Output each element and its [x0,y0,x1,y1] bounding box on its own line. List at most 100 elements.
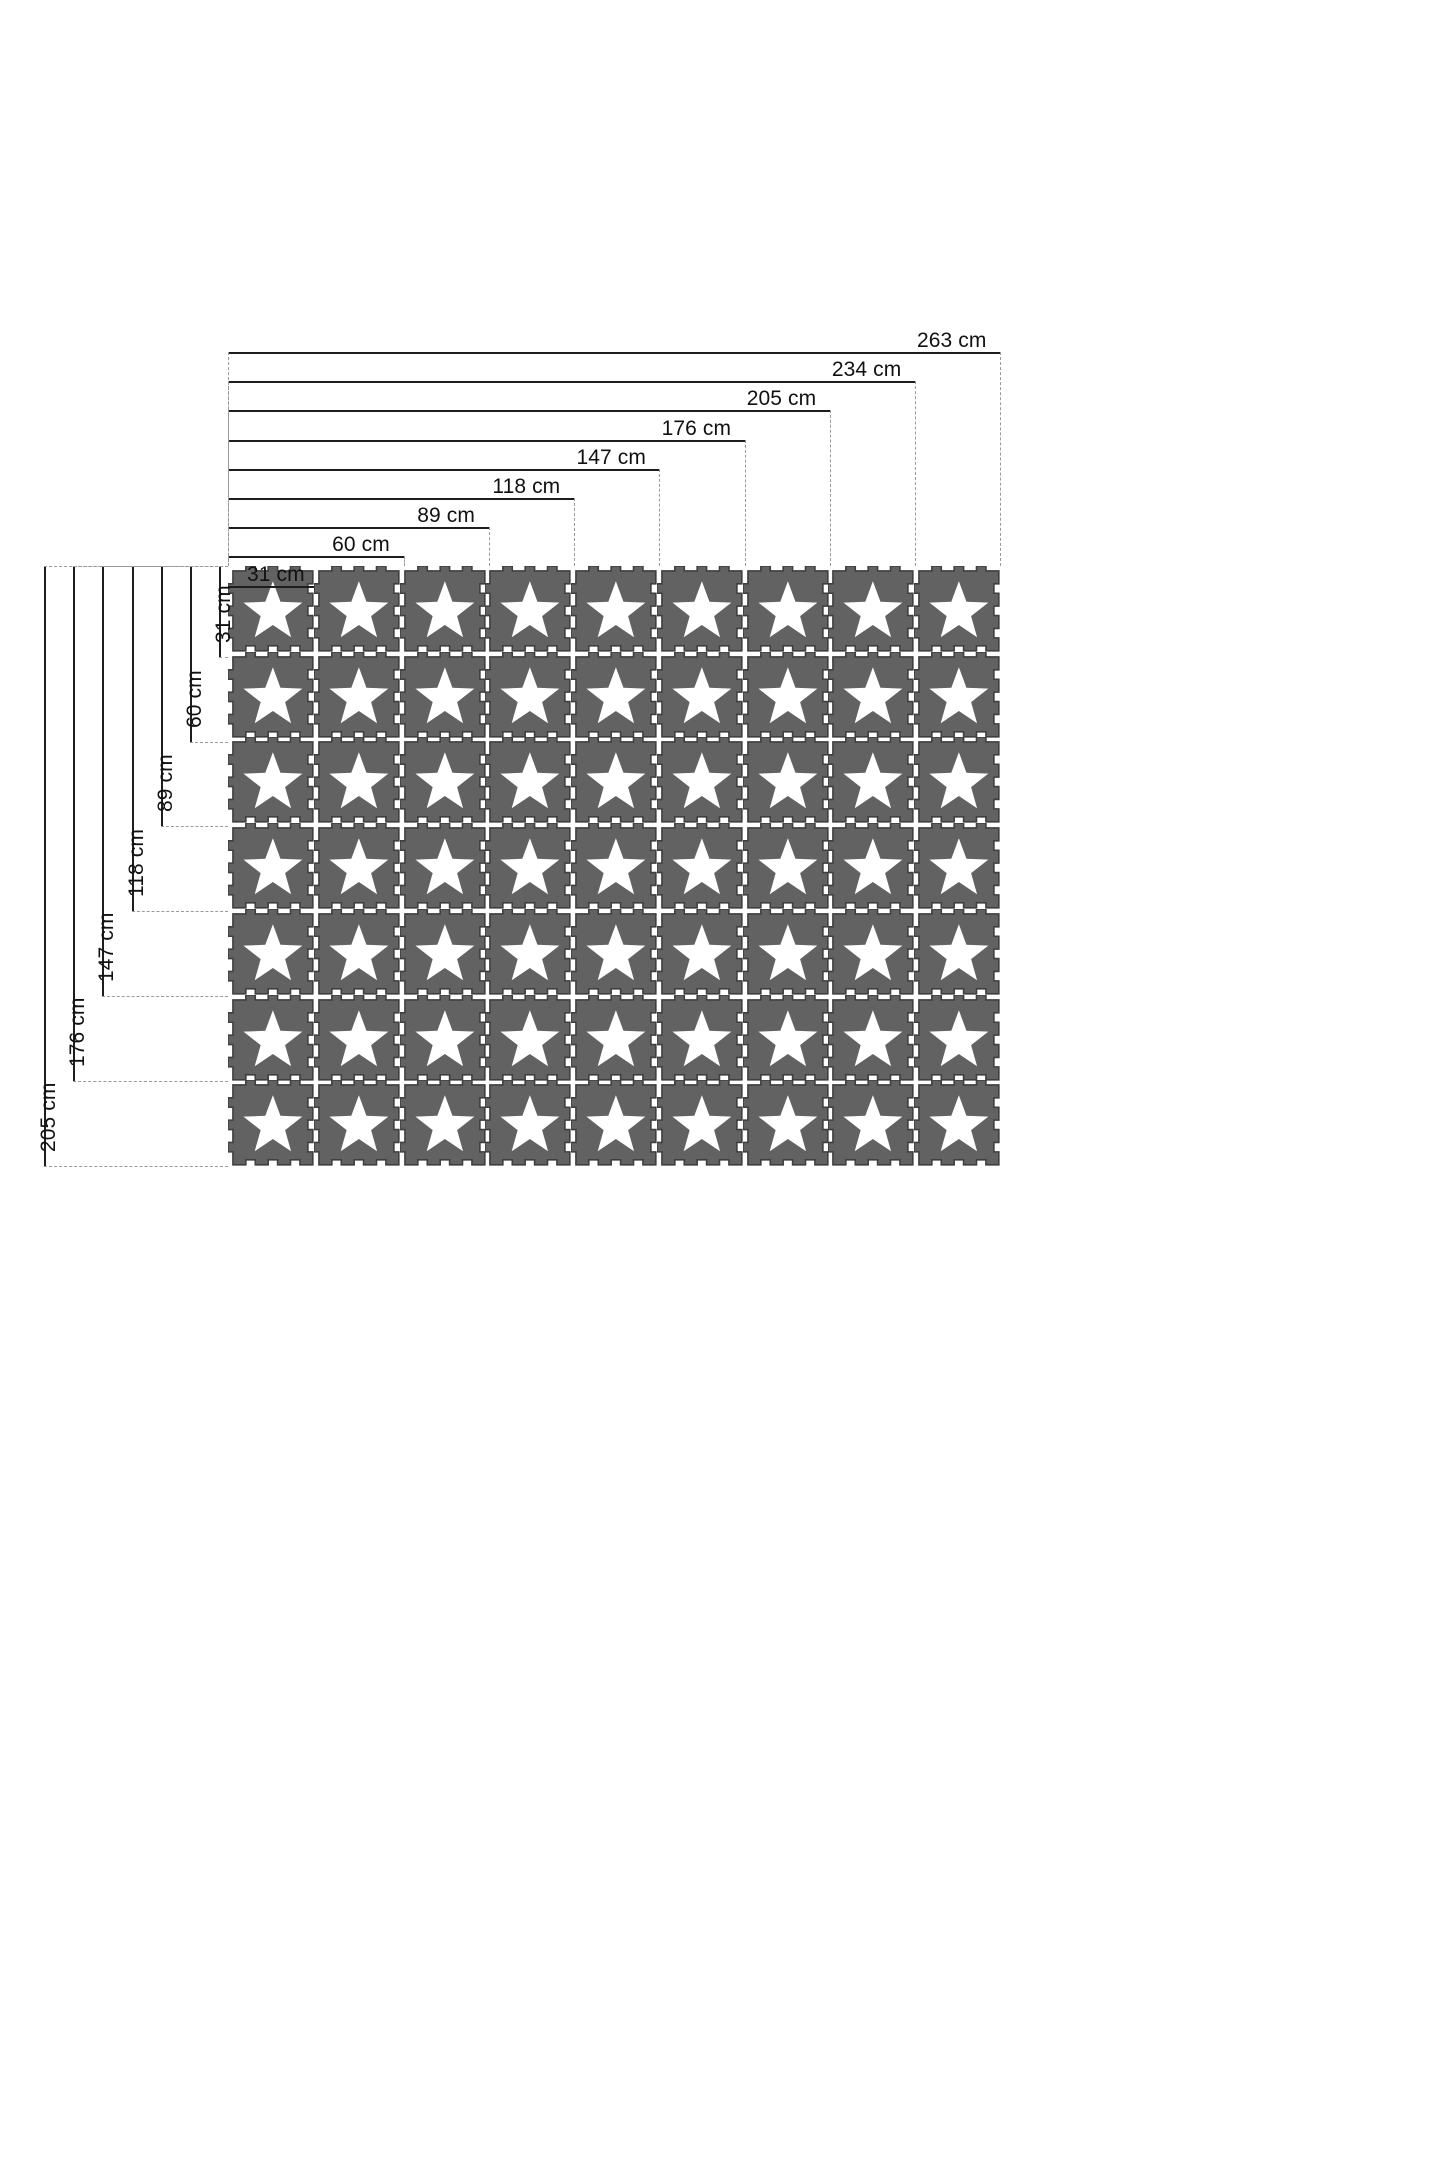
v-dimension-extension [73,1081,228,1083]
h-dimension-extension [744,439,746,566]
mat-tile [656,994,747,1085]
mat-tile [914,994,1004,1085]
mat-tile [828,823,918,913]
mat-tile [228,994,318,1085]
mat-tile [313,651,404,742]
h-dimension-origin-extension [228,556,229,566]
v-dimension-label: 60 cm [183,669,206,728]
h-dimension-extension [914,381,916,566]
h-dimension-line [228,556,405,559]
mat-tile [914,737,1004,827]
h-dimension-line [228,498,575,500]
mat-tile [571,737,661,827]
mat-tile [914,1080,1004,1170]
v-dimension-label: 176 cm [66,997,90,1068]
mat-tile [571,1080,661,1170]
h-dimension-label: 118 cm [492,475,561,498]
mat-tile [399,823,490,913]
v-dimension-line [44,566,46,1166]
mat-tile [742,823,833,913]
mat-tile [399,651,490,742]
mat-tile [656,908,747,999]
mat-tile [399,737,490,827]
mat-tile [571,908,661,999]
mat-tile [313,737,404,827]
mat-tile [313,1080,404,1170]
h-dimension-line [228,468,660,471]
v-dimension-line [219,566,222,657]
mat-tile [313,908,404,999]
mat-tile [485,908,575,999]
mat-tile [742,737,833,827]
h-dimension-label: 234 cm [831,358,902,382]
v-dimension-origin-extension [190,566,228,567]
h-dimension-label: 176 cm [661,416,732,440]
mat-tile [656,823,747,913]
h-dimension-extension [404,556,406,566]
h-dimension-label: 205 cm [746,387,817,411]
h-dimension-label: 60 cm [332,533,390,557]
mat-tile [485,823,575,913]
mat-tile [399,908,490,999]
mat-tile [828,737,918,827]
mat-tile [228,908,318,999]
mat-tile [571,651,661,742]
mat-tile [571,566,661,656]
h-dimension-extension [574,498,576,566]
h-dimension-extension [659,468,661,566]
v-dimension-label: 118 cm [124,829,148,898]
mat-tile [571,823,661,913]
v-dimension-line [73,566,76,1082]
mat-tile [828,1080,918,1170]
v-dimension-label: 31 cm [212,585,236,643]
mat-tile [914,908,1004,999]
h-dimension-label: 89 cm [417,504,475,528]
h-dimension-extension [829,410,831,566]
mat-tile [914,566,1004,656]
mat-tile [828,994,918,1085]
v-dimension-line [160,566,163,827]
h-dimension-line [228,410,830,413]
mat-tile [828,651,918,742]
mat-tile [742,908,833,999]
mat-tile [828,566,918,656]
mat-tile [399,566,490,656]
mat-tile [228,651,318,742]
v-dimension-label: 147 cm [95,912,119,983]
h-dimension-extension [489,527,491,566]
v-dimension-line [131,566,134,912]
h-dimension-label: 263 cm [917,329,987,352]
mat-tile [485,566,575,656]
mat-tile [228,737,318,827]
mat-tile [742,566,833,656]
h-dimension-line [228,585,319,588]
v-dimension-extension [102,996,228,998]
mat-tile [485,737,575,827]
h-dimension-line [228,439,745,442]
mat-tile [485,651,575,742]
h-dimension-line [228,352,1000,354]
v-dimension-label: 205 cm [37,1082,60,1152]
h-dimension-line [228,527,490,530]
mat-tile [742,1080,833,1170]
v-dimension-extension [160,826,228,828]
mat-tile [656,651,747,742]
mat-tile [656,1080,747,1170]
mat-tile [742,994,833,1085]
h-dimension-label: 31 cm [246,562,305,586]
v-dimension-extension [219,656,228,658]
mat-tile [656,737,747,827]
v-dimension-extension [131,911,228,913]
mat-tile [485,1080,575,1170]
h-dimension-label: 147 cm [576,445,646,469]
v-dimension-label: 89 cm [153,754,177,813]
h-dimension-extension [1000,352,1001,566]
mat-tile [313,994,404,1085]
mat-tile [571,994,661,1085]
v-dimension-line [190,566,192,742]
puzzle-mat [228,566,1000,1166]
v-dimension-extension [190,741,228,743]
mat-tile [914,651,1004,742]
v-dimension-extension [44,1166,228,1167]
v-dimension-line [102,566,105,997]
